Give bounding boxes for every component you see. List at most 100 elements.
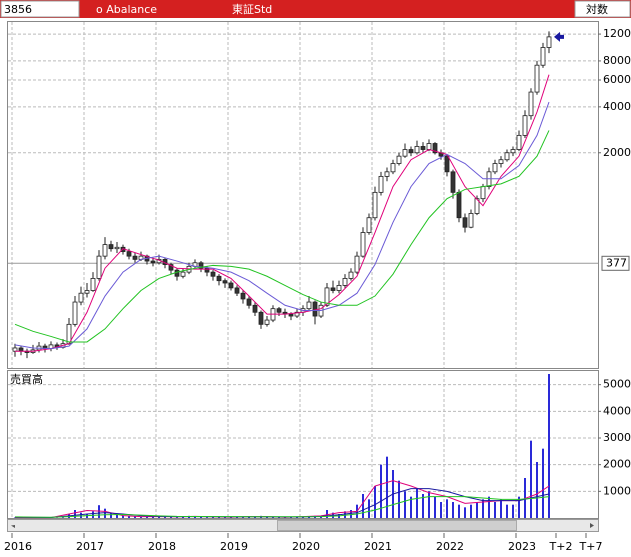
candle-body — [396, 155, 402, 164]
candle-body — [168, 264, 174, 271]
candle-body — [504, 152, 510, 161]
candle-body — [384, 171, 390, 177]
scale-label: 対数 — [586, 2, 608, 16]
volume-bar — [104, 508, 106, 518]
candle-body — [258, 311, 264, 325]
volume-bar — [464, 507, 466, 518]
candle-body — [390, 163, 396, 173]
candle-body — [444, 155, 450, 173]
volume-bar — [128, 515, 130, 518]
symbol-box[interactable] — [0, 0, 80, 18]
volume-bar — [536, 462, 538, 518]
candle-body — [78, 292, 84, 303]
volume-bar — [182, 516, 184, 518]
volume-bar — [212, 516, 214, 518]
volume-bar — [308, 516, 310, 518]
y-tick-label: 1000 — [603, 484, 631, 497]
volume-bar — [512, 504, 514, 518]
volume-bar — [494, 502, 496, 518]
volume-bar — [350, 510, 352, 518]
candle-body — [240, 292, 246, 300]
volume-panel — [7, 370, 599, 519]
volume-bar — [326, 510, 328, 518]
scale-toggle[interactable] — [574, 0, 631, 18]
candle-body — [528, 91, 534, 117]
x-tick-label: 2022 — [436, 540, 464, 553]
candle-body — [234, 287, 240, 294]
candle-body — [402, 149, 408, 157]
candle-body — [432, 143, 438, 154]
volume-bar — [80, 512, 82, 518]
reference-label: 377 — [606, 256, 627, 269]
price-panel — [7, 21, 599, 369]
candle-body — [546, 36, 552, 48]
volume-bar — [242, 517, 244, 518]
candle-body — [96, 255, 102, 279]
volume-bar — [488, 496, 490, 518]
volume-bar — [410, 496, 412, 518]
volume-bar — [272, 516, 274, 518]
scroll-right[interactable] — [590, 523, 594, 528]
candle-body — [102, 244, 108, 257]
y-tick-label: 3000 — [603, 431, 631, 444]
candle-body — [246, 298, 252, 306]
candle-body — [468, 213, 474, 228]
y-tick-label: 5000 — [603, 378, 631, 391]
y-tick-label: 4000 — [603, 404, 631, 417]
symbol: 3856 — [4, 3, 32, 16]
volume-bar — [278, 517, 280, 518]
volume-bar — [428, 491, 430, 518]
candle-body — [294, 311, 300, 317]
volume-bar — [134, 516, 136, 518]
scroll-thumb[interactable] — [277, 520, 517, 531]
volume-bar — [74, 510, 76, 518]
volume-bar — [158, 516, 160, 518]
volume-bar — [164, 516, 166, 518]
candle-body — [330, 287, 336, 291]
company-name: o Abalance — [96, 3, 157, 16]
candle-body — [216, 275, 222, 282]
volume-bar — [482, 499, 484, 518]
candle-body — [222, 280, 228, 284]
volume-bar — [170, 516, 172, 518]
candle-body — [372, 191, 378, 219]
volume-bar — [176, 517, 178, 518]
volume-bar — [230, 517, 232, 518]
volume-bar — [416, 488, 418, 518]
x-tick-label: 2016 — [4, 540, 32, 553]
volume-bar — [62, 517, 64, 518]
volume-bar — [518, 496, 520, 518]
moving-average — [15, 74, 550, 352]
volume-bar — [266, 516, 268, 518]
moving-average — [14, 496, 550, 518]
market: 東証Std — [232, 3, 272, 16]
candle-body — [72, 301, 78, 325]
volume-title: 売買高 — [10, 372, 43, 386]
volume-bar — [530, 440, 532, 518]
y-tick-label: 2000 — [603, 458, 631, 471]
candle-body — [174, 269, 180, 277]
volume-bar — [500, 499, 502, 518]
candle-body — [456, 191, 462, 219]
candle-body — [180, 271, 186, 277]
volume-bar — [236, 516, 238, 518]
x-tick-label: 2021 — [364, 540, 392, 553]
candle-body — [108, 244, 114, 250]
volume-bar — [302, 517, 304, 518]
candle-body — [204, 267, 210, 273]
volume-bar — [248, 516, 250, 518]
volume-bar — [218, 517, 220, 518]
volume-bar — [122, 515, 124, 518]
volume-bar — [362, 494, 364, 518]
volume-bar — [200, 516, 202, 518]
candle-body — [228, 282, 234, 289]
volume-bar — [194, 516, 196, 518]
candle-body — [114, 246, 120, 250]
volume-bar — [386, 456, 388, 518]
future-label: T+2 — [549, 540, 573, 553]
x-tick-label: 2020 — [292, 540, 320, 553]
latest-arrow — [554, 31, 564, 42]
candle-body — [462, 217, 468, 228]
scroll-left[interactable] — [11, 525, 15, 528]
volume-bar — [542, 448, 544, 518]
